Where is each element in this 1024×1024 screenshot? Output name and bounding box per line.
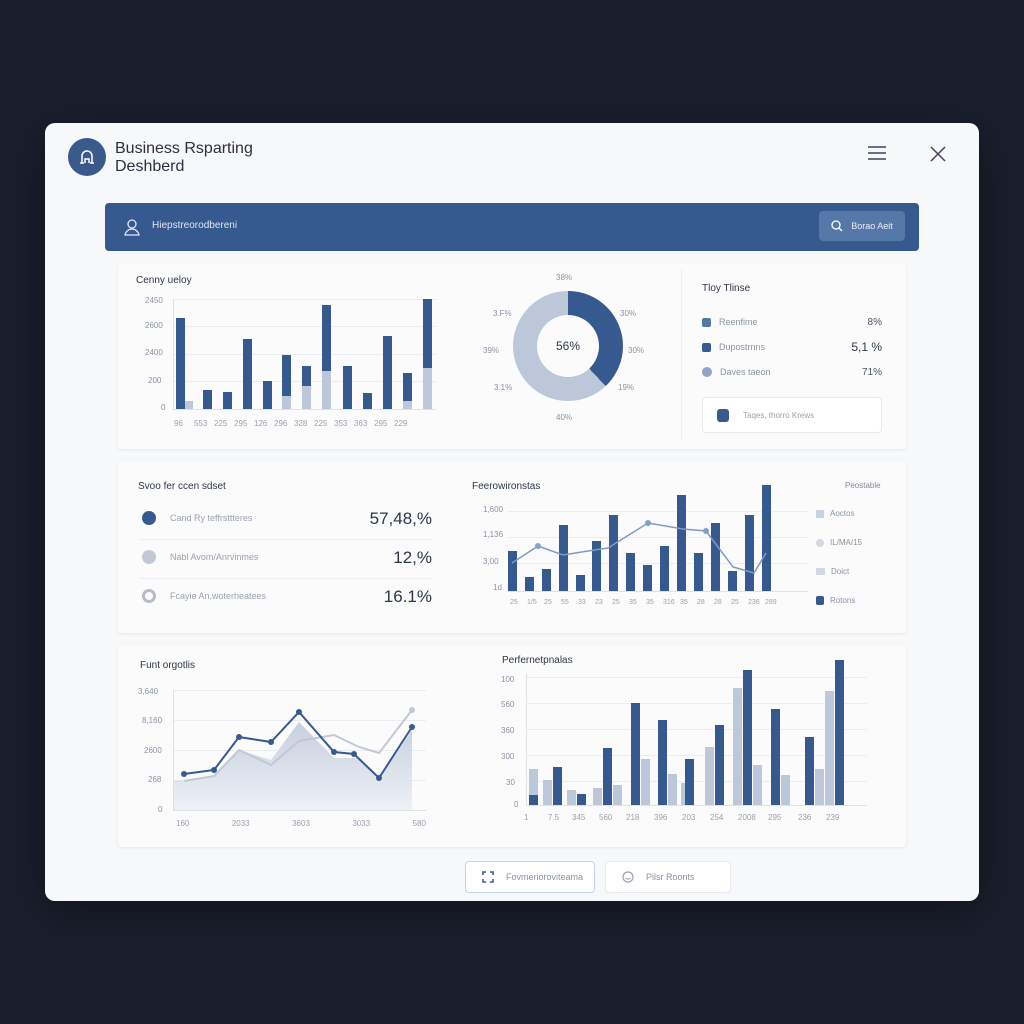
ring-icon [142,589,156,603]
donut-label: 30% [628,346,645,355]
y-tick: 0 [161,403,166,412]
expand-icon [482,871,494,883]
donut-label: 30% [620,309,637,318]
stat-row: Nabl Avom/Anrvinmes 12,% [140,540,432,579]
play-icon [816,509,824,518]
stat-row: Cand Ry teffrsttteres 57,48,% [140,501,432,540]
y-tick: 0 [158,805,163,814]
y-tick: 360 [501,726,515,735]
square-icon [702,342,711,352]
y-tick: 0 [514,800,519,809]
stat-row: Fcayie An,woterheatees 16.1% [140,579,432,617]
page-title: Business Rsparting Deshberd [115,140,253,176]
y-tick: 30 [506,778,515,787]
tiny-panel-title: Tloy Tlinse [702,283,751,294]
chart-icon [702,317,711,327]
donut-label: 39% [483,346,500,355]
legend-item[interactable]: Doict [816,567,849,576]
chart1-x-axis: 96 553 225 295 126 296 328 225 353 363 295 229 [174,419,408,428]
donut-label: 38% [556,273,573,282]
footer-secondary-button[interactable]: Pilsr Roonts [605,861,731,893]
banner-text: Hiepstreorodbereni [152,220,238,231]
tiny-row-value: 5,1 % [851,340,882,354]
y-tick: 2450 [145,296,163,305]
y-tick: 1,600 [483,505,504,514]
tiny-row: Reenfime [702,317,758,327]
y-tick: 268 [148,775,162,784]
trends-card: Funt orgotlis 3,640 8,160 2600 268 0 160… [118,645,906,847]
smile-icon [622,871,634,883]
chart5-x-axis: 1 7.5 345 560 218 396 203 254 2008 295 236 239 [524,813,840,822]
stats-card: Svoo fer ccen sdset Cand Ry teffrstttere… [118,461,906,633]
title-line-1: Business Rsparting [115,140,253,157]
y-tick: 3,00 [483,557,499,566]
legend-item[interactable]: Rotons [816,596,855,605]
footer-primary-button[interactable]: Fovmerioroviteama [465,861,595,893]
dashboard-window: Business Rsparting Deshberd Hiepstreorod… [45,123,979,901]
tiny-row-value: 71% [861,367,882,378]
donut-label: 40% [556,413,573,422]
chart3-title: Feerowironstas [472,481,541,492]
menu-button[interactable] [867,145,887,161]
tiny-row-value: 8% [867,317,882,328]
chart1-title: Cenny ueloy [136,275,192,286]
chart5-title: Perfernetpnalas [502,655,573,666]
y-tick: 3,640 [138,687,159,696]
tiny-action-button[interactable]: Taqes, thorro Krews [702,397,882,433]
tiny-panel: Tloy Tlinse Reenfime 8% Dupostrnns 5,1 %… [681,269,902,441]
y-tick: 2600 [145,321,163,330]
donut-chart: 56% [513,291,623,401]
headset-icon [80,150,94,164]
y-tick: 300 [501,752,515,761]
document-icon [717,408,729,422]
grouped-bar-chart [526,660,867,806]
hamburger-icon [868,146,886,160]
person-icon [816,596,824,605]
circle-icon [702,367,712,377]
overview-card: Cenny ueloy 2450 2600 2400 200 0 96 553 22… [118,263,906,449]
line-series [174,707,415,810]
info-icon [142,511,156,525]
app-logo [68,138,106,176]
line-chart [173,690,426,811]
y-tick: 100 [501,675,515,684]
message-icon [816,568,825,575]
y-tick: 2400 [145,348,163,357]
legend-item[interactable]: Aoctos [816,509,854,518]
user-icon [124,219,140,236]
y-tick: 8,160 [142,716,163,725]
stats-title: Svoo fer ccen sdset [138,481,226,492]
y-tick: 560 [501,700,515,709]
trend-line [511,520,767,574]
search-icon [831,220,843,232]
y-tick: 200 [148,376,162,385]
close-icon [930,146,946,162]
chart4-x-axis: 160 2033 3603 3033 580 [176,819,426,828]
tiny-row: Daves taeon [702,367,771,377]
chart4-title: Funt orgotlis [140,660,196,671]
legend-item[interactable]: IL/MA/15 [816,538,862,547]
donut-label: 19% [618,383,635,392]
banner-button-label: Borao Aeit [851,221,893,231]
donut-center-label: 56% [537,315,599,377]
clock-icon [816,538,824,547]
legend-title: Peostable [845,481,881,490]
y-tick: 2600 [144,746,162,755]
combo-chart [508,483,808,592]
close-button[interactable] [929,145,947,163]
bar-chart-1 [173,299,436,410]
title-line-2: Deshberd [115,158,185,175]
header-banner: Hiepstreorodbereni Borao Aeit [105,203,919,251]
home-icon [142,550,156,564]
tiny-row: Dupostrnns [702,342,765,352]
donut-label: 3.F% [493,309,512,318]
y-tick: 1,136 [483,530,504,539]
y-tick: 1d [493,583,502,592]
chart3-x-axis: 25 1/5 25 55 33 23 25 35 35 316 35 28 28 25 236 289 [510,599,777,606]
banner-search-button[interactable]: Borao Aeit [819,211,905,241]
donut-label: 3.1% [494,383,513,392]
